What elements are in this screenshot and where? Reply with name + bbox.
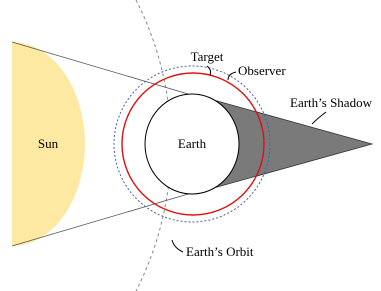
earth-label: Earth bbox=[178, 136, 207, 151]
shadow-leader bbox=[312, 112, 326, 124]
sun-label: Sun bbox=[38, 136, 59, 151]
observer-label: Observer bbox=[238, 63, 286, 78]
target-label: Target bbox=[191, 49, 224, 64]
target-leader bbox=[207, 66, 211, 75]
orbit-label: Earth’s Orbit bbox=[186, 244, 254, 259]
shadow-label: Earth’s Shadow bbox=[290, 95, 373, 110]
diagram: Sun Earth Target Observer Earth’s Shadow… bbox=[0, 0, 381, 291]
orbit-leader bbox=[172, 240, 183, 252]
